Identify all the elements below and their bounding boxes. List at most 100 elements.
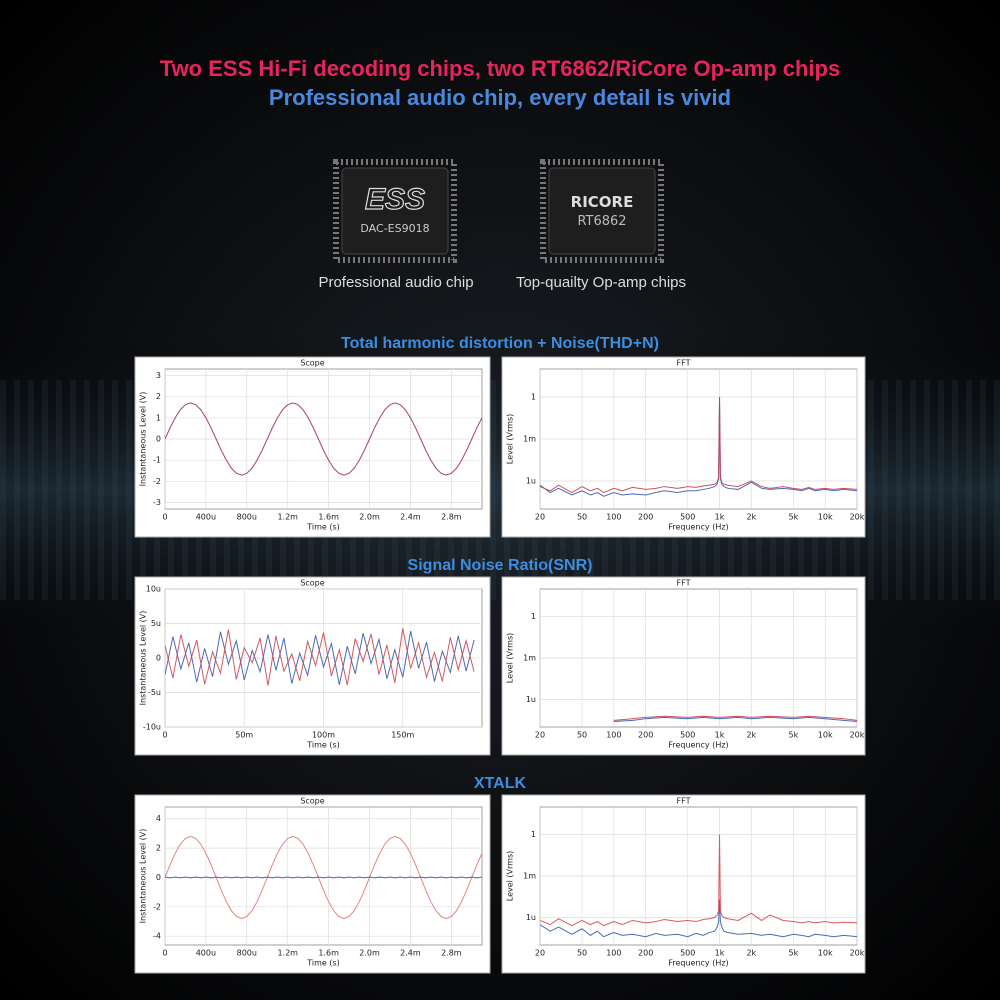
y-tick-label: 0	[156, 435, 161, 444]
y-axis-label: Level (Vrms)	[506, 851, 515, 901]
chip-logo: RICORE	[571, 193, 634, 211]
x-tick-label: 2.0m	[359, 949, 380, 958]
y-tick-label: 2	[156, 844, 161, 853]
chip-ricore: RICORE RT6862	[540, 159, 664, 263]
x-tick-label: 50	[577, 513, 587, 522]
y-tick-label: 1m	[523, 654, 536, 663]
x-tick-label: 2.0m	[359, 513, 380, 522]
chart-title: Scope	[300, 359, 324, 368]
x-tick-label: 0	[162, 731, 167, 740]
x-tick-label: 0	[162, 513, 167, 522]
y-tick-label: 1	[156, 413, 161, 422]
x-tick-label: 20k	[850, 513, 865, 522]
y-tick-label: 0	[156, 873, 161, 882]
x-tick-label: 20k	[850, 731, 865, 740]
series-line	[540, 396, 857, 494]
x-tick-label: 50m	[235, 731, 253, 740]
y-tick-label: -10u	[143, 723, 161, 732]
chip-caption: Professional audio chip	[318, 274, 473, 291]
y-tick-label: -1	[153, 456, 161, 465]
x-tick-label: 50	[577, 949, 587, 958]
y-tick-label: 1u	[526, 477, 536, 486]
y-tick-label: 5u	[151, 619, 161, 628]
y-tick-label: -2	[153, 477, 161, 486]
y-axis-label: Instantaneous Level (V)	[139, 829, 148, 924]
chip-logo: ESS	[365, 183, 425, 216]
series-line	[165, 876, 482, 879]
chip-pins	[540, 159, 664, 263]
y-tick-label: -2	[153, 902, 161, 911]
x-tick-label: 10k	[818, 513, 833, 522]
chip-body	[548, 167, 656, 255]
chart-title: FFT	[677, 359, 691, 368]
x-tick-label: 1.2m	[277, 513, 298, 522]
chart-title: Scope	[300, 797, 324, 806]
x-tick-label: 1.2m	[277, 949, 298, 958]
chart: Scope 0 50m 100m 150m -10u -5u 0 5u 10u Time (s) In…	[134, 576, 491, 756]
x-tick-label: 1k	[715, 513, 725, 522]
y-axis-label: Instantaneous Level (V)	[139, 611, 148, 706]
chart: FFT 20 50 100 200 500 1k 2k 5k 10k 20k 1 1m 1u Frequen…	[501, 576, 866, 756]
x-tick-label: 100	[606, 949, 621, 958]
x-tick-label: 1k	[715, 949, 725, 958]
x-tick-label: 400u	[196, 513, 216, 522]
series-line	[540, 396, 857, 497]
y-tick-label: 0	[156, 654, 161, 663]
y-tick-label: 1	[531, 393, 536, 402]
x-tick-label: 100	[606, 513, 621, 522]
section-title: Signal Noise Ratio(SNR)	[408, 557, 593, 574]
headline: Two ESS Hi-Fi decoding chips, two RT6862…	[160, 56, 840, 81]
chip-model: RT6862	[577, 214, 626, 229]
chip-pins	[333, 159, 457, 263]
y-axis-label: Level (Vrms)	[506, 414, 515, 464]
x-tick-label: 20	[535, 949, 545, 958]
x-tick-label: 20k	[850, 949, 865, 958]
x-tick-label: 20	[535, 513, 545, 522]
y-tick-label: 1u	[526, 913, 536, 922]
series-line	[540, 834, 857, 927]
subheadline: Professional audio chip, every detail is…	[269, 85, 731, 110]
section-title: Total harmonic distortion + Noise(THD+N)	[341, 335, 659, 352]
x-tick-label: 2.8m	[441, 949, 462, 958]
x-axis-label: Frequency (Hz)	[668, 523, 728, 532]
chart-title: FFT	[677, 579, 691, 588]
x-tick-label: 2k	[746, 731, 756, 740]
y-tick-label: 1m	[523, 435, 536, 444]
y-tick-label: 1	[531, 830, 536, 839]
x-tick-label: 500	[680, 731, 695, 740]
chip-model: DAC-ES9018	[360, 222, 429, 235]
x-tick-label: 2k	[746, 513, 756, 522]
chart: FFT 20 50 100 200 500 1k 2k 5k 10k 20k 1 1m 1u Frequen…	[501, 356, 866, 538]
series-line	[165, 402, 482, 476]
x-tick-label: 5k	[789, 513, 799, 522]
y-tick-label: 4	[156, 814, 161, 823]
x-tick-label: 800u	[237, 513, 257, 522]
y-tick-label: 1	[531, 612, 536, 621]
x-tick-label: 5k	[789, 949, 799, 958]
x-tick-label: 1k	[715, 731, 725, 740]
y-tick-label: -5u	[148, 688, 161, 697]
x-tick-label: 50	[577, 731, 587, 740]
y-tick-label: -3	[153, 498, 161, 507]
x-tick-label: 800u	[237, 949, 257, 958]
x-tick-label: 20	[535, 731, 545, 740]
x-tick-label: 200	[638, 731, 653, 740]
y-tick-label: -4	[153, 932, 161, 941]
x-tick-label: 100m	[312, 731, 335, 740]
chip-ess: ESS DAC-ES9018	[333, 159, 457, 263]
x-tick-label: 100	[606, 731, 621, 740]
x-tick-label: 2.4m	[400, 513, 421, 522]
x-axis-label: Time (s)	[306, 741, 340, 750]
y-tick-label: 2	[156, 392, 161, 401]
chart: FFT 20 50 100 200 500 1k 2k 5k 10k 20k 1 1m 1u Frequen…	[501, 794, 866, 974]
series-line	[165, 628, 475, 686]
y-tick-label: 1u	[526, 695, 536, 704]
x-axis-label: Frequency (Hz)	[668, 959, 728, 968]
y-tick-label: 1m	[523, 872, 536, 881]
x-tick-label: 10k	[818, 731, 833, 740]
x-tick-label: 2.4m	[400, 949, 421, 958]
x-tick-label: 500	[680, 949, 695, 958]
x-tick-label: 2.8m	[441, 513, 462, 522]
